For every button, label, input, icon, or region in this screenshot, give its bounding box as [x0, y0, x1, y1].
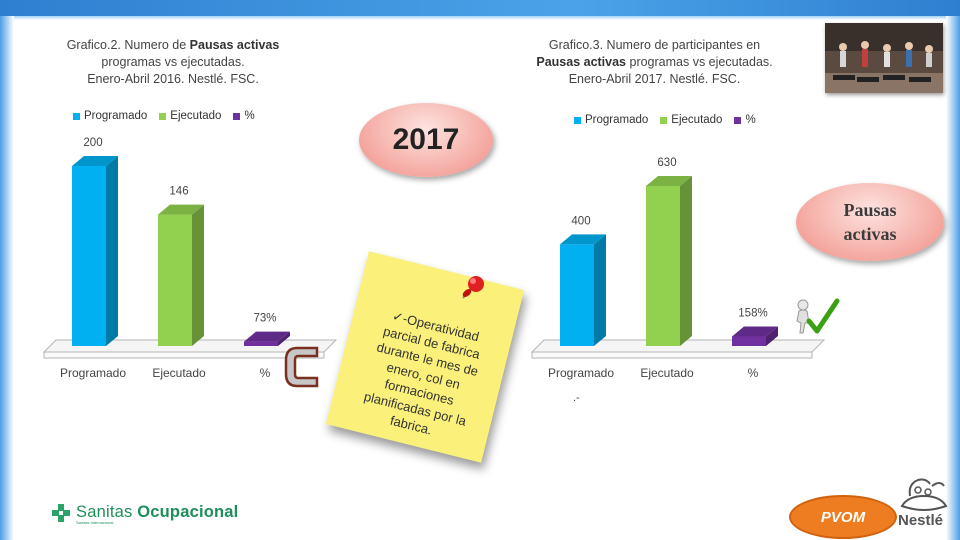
category-label: % — [748, 366, 759, 380]
legend-item-ejecutado: Ejecutado — [660, 114, 722, 126]
bar-top — [244, 331, 290, 342]
nestle-nest-icon — [900, 478, 948, 511]
chart2-legend: Programado Ejecutado % — [574, 114, 756, 126]
bar-front — [158, 214, 192, 346]
top-banner — [0, 0, 960, 20]
note-text: ✓-Operatividad parcial de fabrica durant… — [362, 308, 482, 438]
bar-front — [560, 244, 594, 346]
chart1-title: Grafico.2. Numero de Pausas activas prog… — [66, 38, 280, 86]
sticky-note: ✓-Operatividad parcial de fabrica durant… — [325, 251, 525, 463]
legend-swatch — [734, 116, 742, 124]
legend-swatch — [73, 112, 80, 120]
pushpin-icon — [462, 276, 484, 299]
sanitas-cross-icon — [52, 503, 70, 522]
data-label: 630 — [657, 157, 676, 169]
chart1-legend: Programado Ejecutado % — [73, 110, 255, 122]
legend-item-percent: % — [734, 114, 756, 126]
bar-3 — [244, 331, 290, 346]
bar-1 — [560, 234, 606, 346]
chart-floor-edge — [43, 351, 325, 359]
legend-item-ejecutado: Ejecutado — [159, 110, 221, 122]
bar-side — [106, 156, 118, 346]
bar-side — [278, 331, 290, 346]
bar-top — [560, 234, 606, 245]
bar-top — [72, 156, 118, 166]
pausas-activas-badge: Pausas activas — [796, 183, 944, 261]
checkmark-figure-icon — [796, 298, 840, 334]
bar-2 — [646, 176, 692, 346]
sanitas-name: Sanitas Ocupacional — [76, 503, 239, 521]
bar-front — [244, 341, 278, 346]
nestle-wordmark: Nestlé — [898, 512, 944, 529]
legend-item-programado: Programado — [574, 114, 648, 126]
c-bracket-icon — [284, 346, 319, 388]
bar-1 — [72, 156, 118, 346]
bar-2 — [158, 204, 204, 346]
bar-top — [646, 176, 692, 186]
bar-front — [732, 336, 766, 346]
chart2-title: Grafico.3. Numero de participantes en Pa… — [536, 38, 773, 86]
category-label: Programado — [60, 366, 126, 380]
sanitas-sub: Sanitas Internacional — [76, 520, 114, 525]
category-label: % — [260, 366, 271, 380]
bar-side — [766, 326, 778, 346]
bar-side — [680, 176, 692, 346]
data-label: 158% — [738, 308, 767, 320]
data-label: 146 — [169, 186, 188, 198]
pvom-badge: PVOM — [789, 495, 897, 539]
category-label: Ejecutado — [152, 366, 206, 380]
dot-mark: .- — [573, 392, 580, 404]
chart1-plot: 200 Programado 146 Ejecutado 73%% — [42, 137, 338, 380]
category-label: Programado — [548, 366, 614, 380]
bar-front — [72, 166, 106, 346]
bar-side — [594, 234, 606, 346]
legend-swatch — [574, 116, 581, 124]
legend-swatch — [660, 116, 668, 124]
bar-3 — [732, 326, 778, 346]
chart-floor-edge — [531, 351, 813, 359]
category-label: Ejecutado — [640, 366, 694, 380]
legend-item-percent: % — [233, 110, 255, 122]
legend-swatch — [233, 112, 241, 120]
left-border — [0, 16, 14, 540]
nestle-logo: Nestlé — [896, 474, 952, 532]
year-badge: 2017 — [359, 103, 493, 177]
sanitas-logo: Sanitas Ocupacional Sanitas Internaciona… — [52, 503, 239, 525]
right-border — [946, 16, 960, 540]
data-label: 400 — [571, 215, 590, 227]
data-label: 73% — [253, 313, 276, 325]
bar-side — [192, 204, 204, 346]
exercise-class-photo — [825, 23, 943, 93]
bar-top — [158, 204, 204, 215]
bar-top — [732, 326, 778, 337]
bar-front — [646, 186, 680, 346]
legend-swatch — [159, 112, 167, 120]
data-label: 200 — [83, 137, 102, 149]
chart2-plot: 400 Programado 630 Ejecutado 158%% — [530, 157, 826, 380]
legend-item-programado: Programado — [73, 110, 147, 122]
